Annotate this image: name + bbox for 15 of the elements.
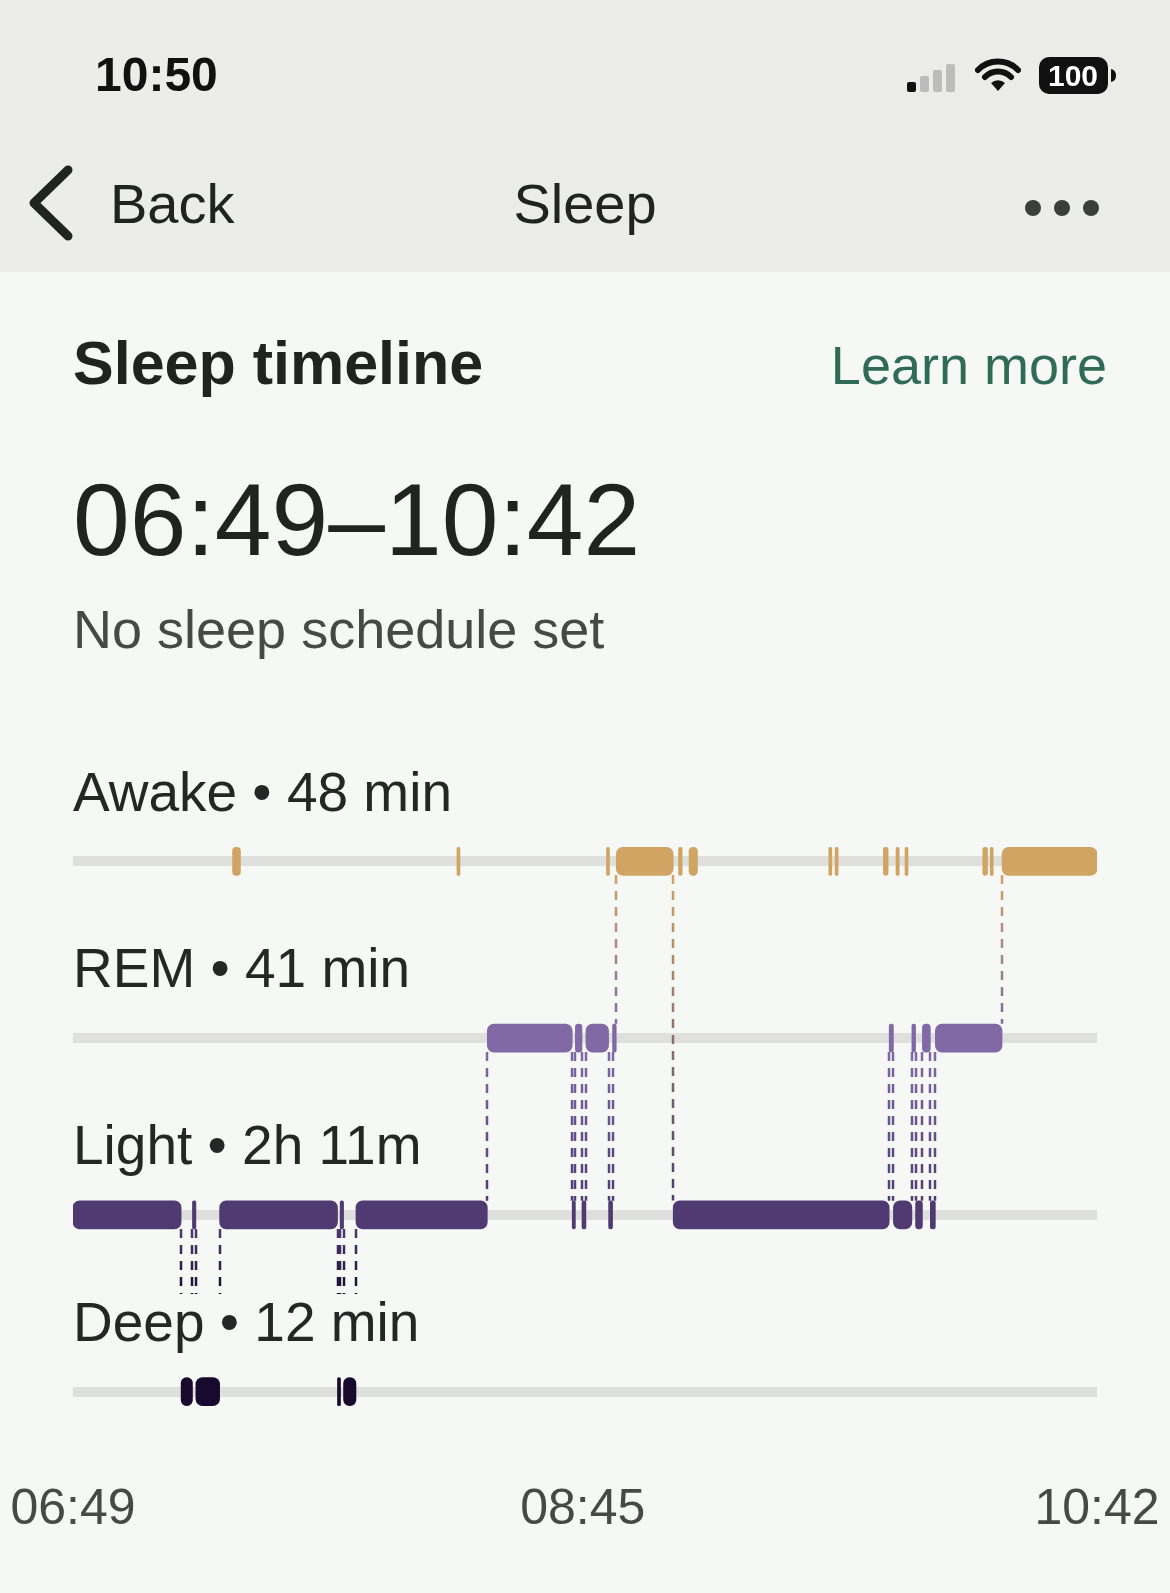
text: 10:50	[95, 48, 218, 101]
y-tick-label: Deep • 12 min	[73, 1290, 420, 1353]
x-tick-label: 08:45	[520, 1478, 646, 1535]
y-tick-label: REM • 41 min	[73, 937, 411, 1000]
y-tick-label: Light • 2h 11m	[73, 1114, 422, 1177]
chart-subtitle: 06:49–10:42	[73, 463, 641, 577]
x-tick-label: 06:49	[10, 1478, 136, 1535]
y-tick-label: Awake • 48 min	[73, 760, 452, 823]
chart-title: Sleep timeline	[73, 329, 484, 397]
text: 100	[1047, 59, 1099, 92]
text: Sleep	[513, 172, 657, 235]
text: No sleep schedule set	[73, 599, 605, 659]
text: Back	[110, 172, 235, 235]
text: Learn more	[830, 335, 1107, 395]
x-tick-label: 10:42	[1034, 1478, 1160, 1535]
